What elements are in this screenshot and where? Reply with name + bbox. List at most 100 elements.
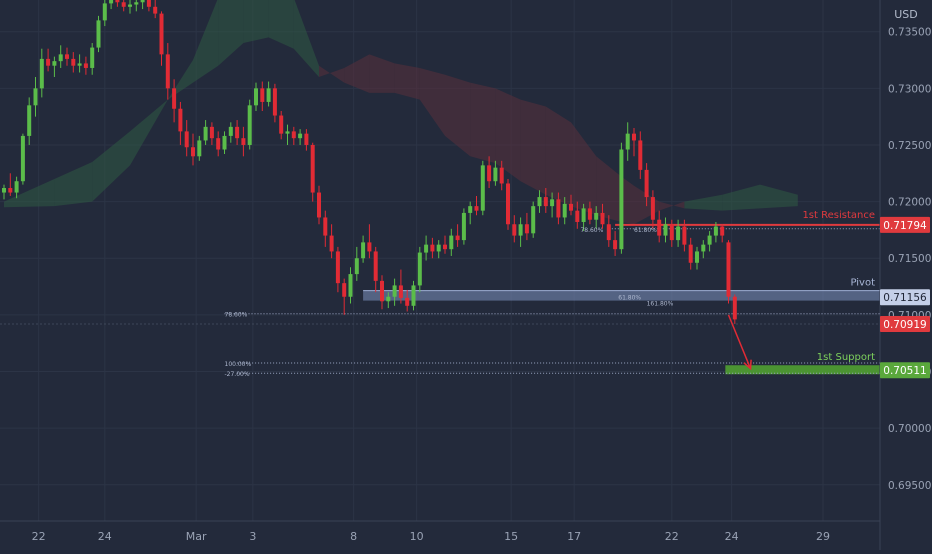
cloud-segment-bullish <box>684 194 723 211</box>
time-tick-label: 29 <box>816 530 830 543</box>
time-tick-label: 22 <box>665 530 679 543</box>
candle-bearish <box>367 242 372 252</box>
candle-bearish <box>279 115 284 134</box>
candle-bearish <box>720 226 725 236</box>
candle-bullish <box>493 167 498 182</box>
candle-bearish <box>178 108 183 132</box>
cloud-segment-bullish <box>760 184 798 209</box>
candle-bearish <box>159 13 164 55</box>
grid-lines <box>0 0 880 521</box>
current-price-tag: 0.70919 <box>883 319 926 331</box>
candle-bearish <box>632 133 636 141</box>
candle-bearish <box>380 280 384 302</box>
candle-bullish <box>386 296 391 302</box>
candle-bullish <box>2 188 6 193</box>
candle-bullish <box>298 133 303 139</box>
candle-bearish <box>153 6 158 14</box>
candle-bearish <box>430 244 435 252</box>
candle-bullish <box>203 126 208 141</box>
cloud-segment-bearish <box>344 54 370 93</box>
candle-bearish <box>71 58 76 66</box>
time-tick-label: 3 <box>249 530 256 543</box>
price-tick-label: 0.69500 <box>888 480 931 492</box>
candle-bearish <box>342 283 347 297</box>
cloud-segment-bearish <box>571 122 597 216</box>
cloud-segment-bearish <box>470 82 496 164</box>
candle-bearish <box>146 0 151 7</box>
candle-bearish <box>115 0 120 3</box>
candle-bearish <box>310 144 315 193</box>
candle-bullish <box>424 244 429 253</box>
fib-label: 78.60% <box>580 227 603 234</box>
candle-bearish <box>291 131 296 139</box>
candle-bearish <box>587 208 592 220</box>
candle-bullish <box>562 203 567 218</box>
candle-bullish <box>134 2 139 5</box>
candle-bearish <box>732 296 737 320</box>
candle-bearish <box>524 224 529 234</box>
candle-bullish <box>581 208 586 222</box>
candle-bullish <box>197 140 202 157</box>
candle-bearish <box>657 219 662 236</box>
candle-bearish <box>209 126 214 139</box>
candle-bearish <box>569 203 573 211</box>
candle-bearish <box>121 2 126 7</box>
candle-bullish <box>90 47 95 68</box>
cloud-segment-bearish <box>545 106 571 207</box>
fib-label: 61.80% <box>634 227 657 234</box>
cloud-segment-bullish <box>218 0 244 66</box>
candle-bearish <box>172 88 177 109</box>
candle-bullish <box>518 224 523 236</box>
cloud-segment-bullish <box>193 0 219 83</box>
time-axis[interactable]: 22 24 Mar 3 8 10 15 17 22 24 29 <box>32 530 830 543</box>
pivot-price-tag-bg <box>880 289 930 306</box>
candle-bullish <box>27 105 32 136</box>
cloud-segment-bullish <box>268 0 294 49</box>
forecast-arrow-head <box>743 359 752 371</box>
candle-bullish <box>348 274 353 297</box>
support-zone <box>725 365 880 375</box>
candle-bullish <box>52 61 57 66</box>
cloud-segment-bullish <box>92 131 130 202</box>
candle-bullish <box>266 88 271 102</box>
candle-bearish <box>216 138 221 150</box>
candle-bearish <box>184 131 189 148</box>
cloud-segment-bullish <box>130 99 168 166</box>
cloud-segment-bullish <box>243 0 269 44</box>
time-tick-label: 22 <box>32 530 46 543</box>
candle-bearish <box>556 199 561 218</box>
candle-bullish <box>594 212 599 220</box>
time-tick-label: 10 <box>410 530 424 543</box>
candle-bearish <box>83 63 88 68</box>
candle-bullish <box>695 251 699 263</box>
candle-bearish <box>323 217 328 236</box>
candle-bearish <box>398 285 403 298</box>
cloud-segment-bullish <box>293 0 319 78</box>
annotations: 1st Resistance Pivot 1st Support <box>727 210 875 371</box>
candle-bullish <box>128 4 132 7</box>
candle-bearish <box>543 197 548 207</box>
cloud-segment-bearish <box>445 74 471 157</box>
candle-bearish <box>8 188 13 193</box>
candle-bearish <box>669 224 674 241</box>
currency-label: USD <box>894 8 918 21</box>
price-tick-label: 0.71500 <box>888 253 931 265</box>
cloud-segment-bearish <box>319 65 345 83</box>
cloud-segment-bearish <box>419 67 445 136</box>
candle-bullish <box>285 131 290 134</box>
candle-bullish <box>102 3 107 21</box>
candle-bearish <box>474 206 479 211</box>
current-price-tag-bg <box>880 316 930 333</box>
candle-bearish <box>575 210 580 222</box>
price-tick-label: 0.72500 <box>888 140 931 152</box>
candle-bullish <box>96 20 101 48</box>
candle-bearish <box>613 240 618 250</box>
cloud-segment-bullish <box>722 184 760 211</box>
level-zones <box>0 223 881 375</box>
resistance-price-tag: 0.71794 <box>883 220 927 232</box>
cloud-segment-bearish <box>520 99 546 195</box>
pivot-zone <box>363 290 881 301</box>
candle-bearish <box>235 126 240 139</box>
